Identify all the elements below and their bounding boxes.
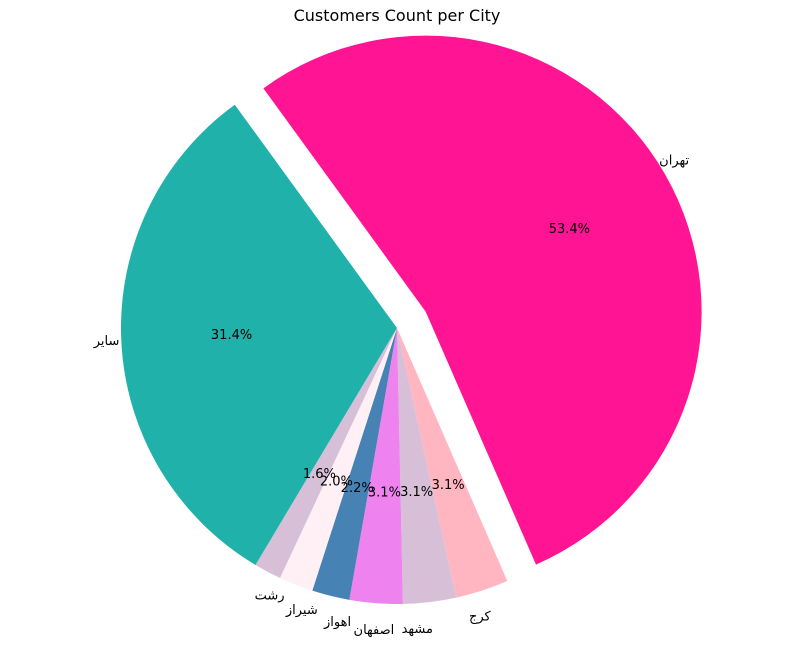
- pie-slice-3: [349, 328, 403, 605]
- pie-slices: [120, 35, 702, 605]
- pie-slice-percent-5: 2.0%: [320, 475, 353, 490]
- pie-slice-7: [120, 104, 398, 565]
- pie-slice-percent-4: 2.2%: [341, 481, 374, 496]
- pie-slice-0: [263, 35, 702, 565]
- pie-slice-1: [397, 328, 508, 598]
- pie-slice-percent-7: 31.4%: [211, 328, 252, 343]
- pie-slice-percent-6: 1.6%: [303, 467, 336, 482]
- pie-slice-label-2: مشهد: [402, 622, 433, 637]
- pie-slice-label-1: کرج: [469, 609, 492, 624]
- pie-slice-percent-0: 53.4%: [549, 222, 590, 237]
- pie-slice-4: [312, 328, 397, 600]
- chart-title: Customers Count per City: [293, 6, 501, 25]
- pie-slice-percent-3: 3.1%: [368, 486, 401, 501]
- pie-slice-label-5: شیراز: [285, 603, 318, 618]
- pie-labels: 53.4% تهران 3.1% کرج 3.1% مشهد 3.1% اصفهان 2.2% ا…: [93, 153, 690, 638]
- pie-slice-label-6: رشت: [255, 589, 285, 604]
- pie-slice-label-0: تهران: [659, 153, 689, 168]
- pie-slice-6: [255, 328, 397, 578]
- pie-slice-percent-1: 3.1%: [432, 478, 465, 493]
- pie-slice-label-7: سایر: [93, 334, 120, 349]
- pie-slice-label-4: اهواز: [323, 615, 351, 630]
- pie-slice-percent-2: 3.1%: [400, 485, 433, 500]
- pie-slice-5: [280, 328, 397, 591]
- pie-slice-label-3: اصفهان: [354, 623, 395, 638]
- pie-slice-2: [397, 328, 457, 604]
